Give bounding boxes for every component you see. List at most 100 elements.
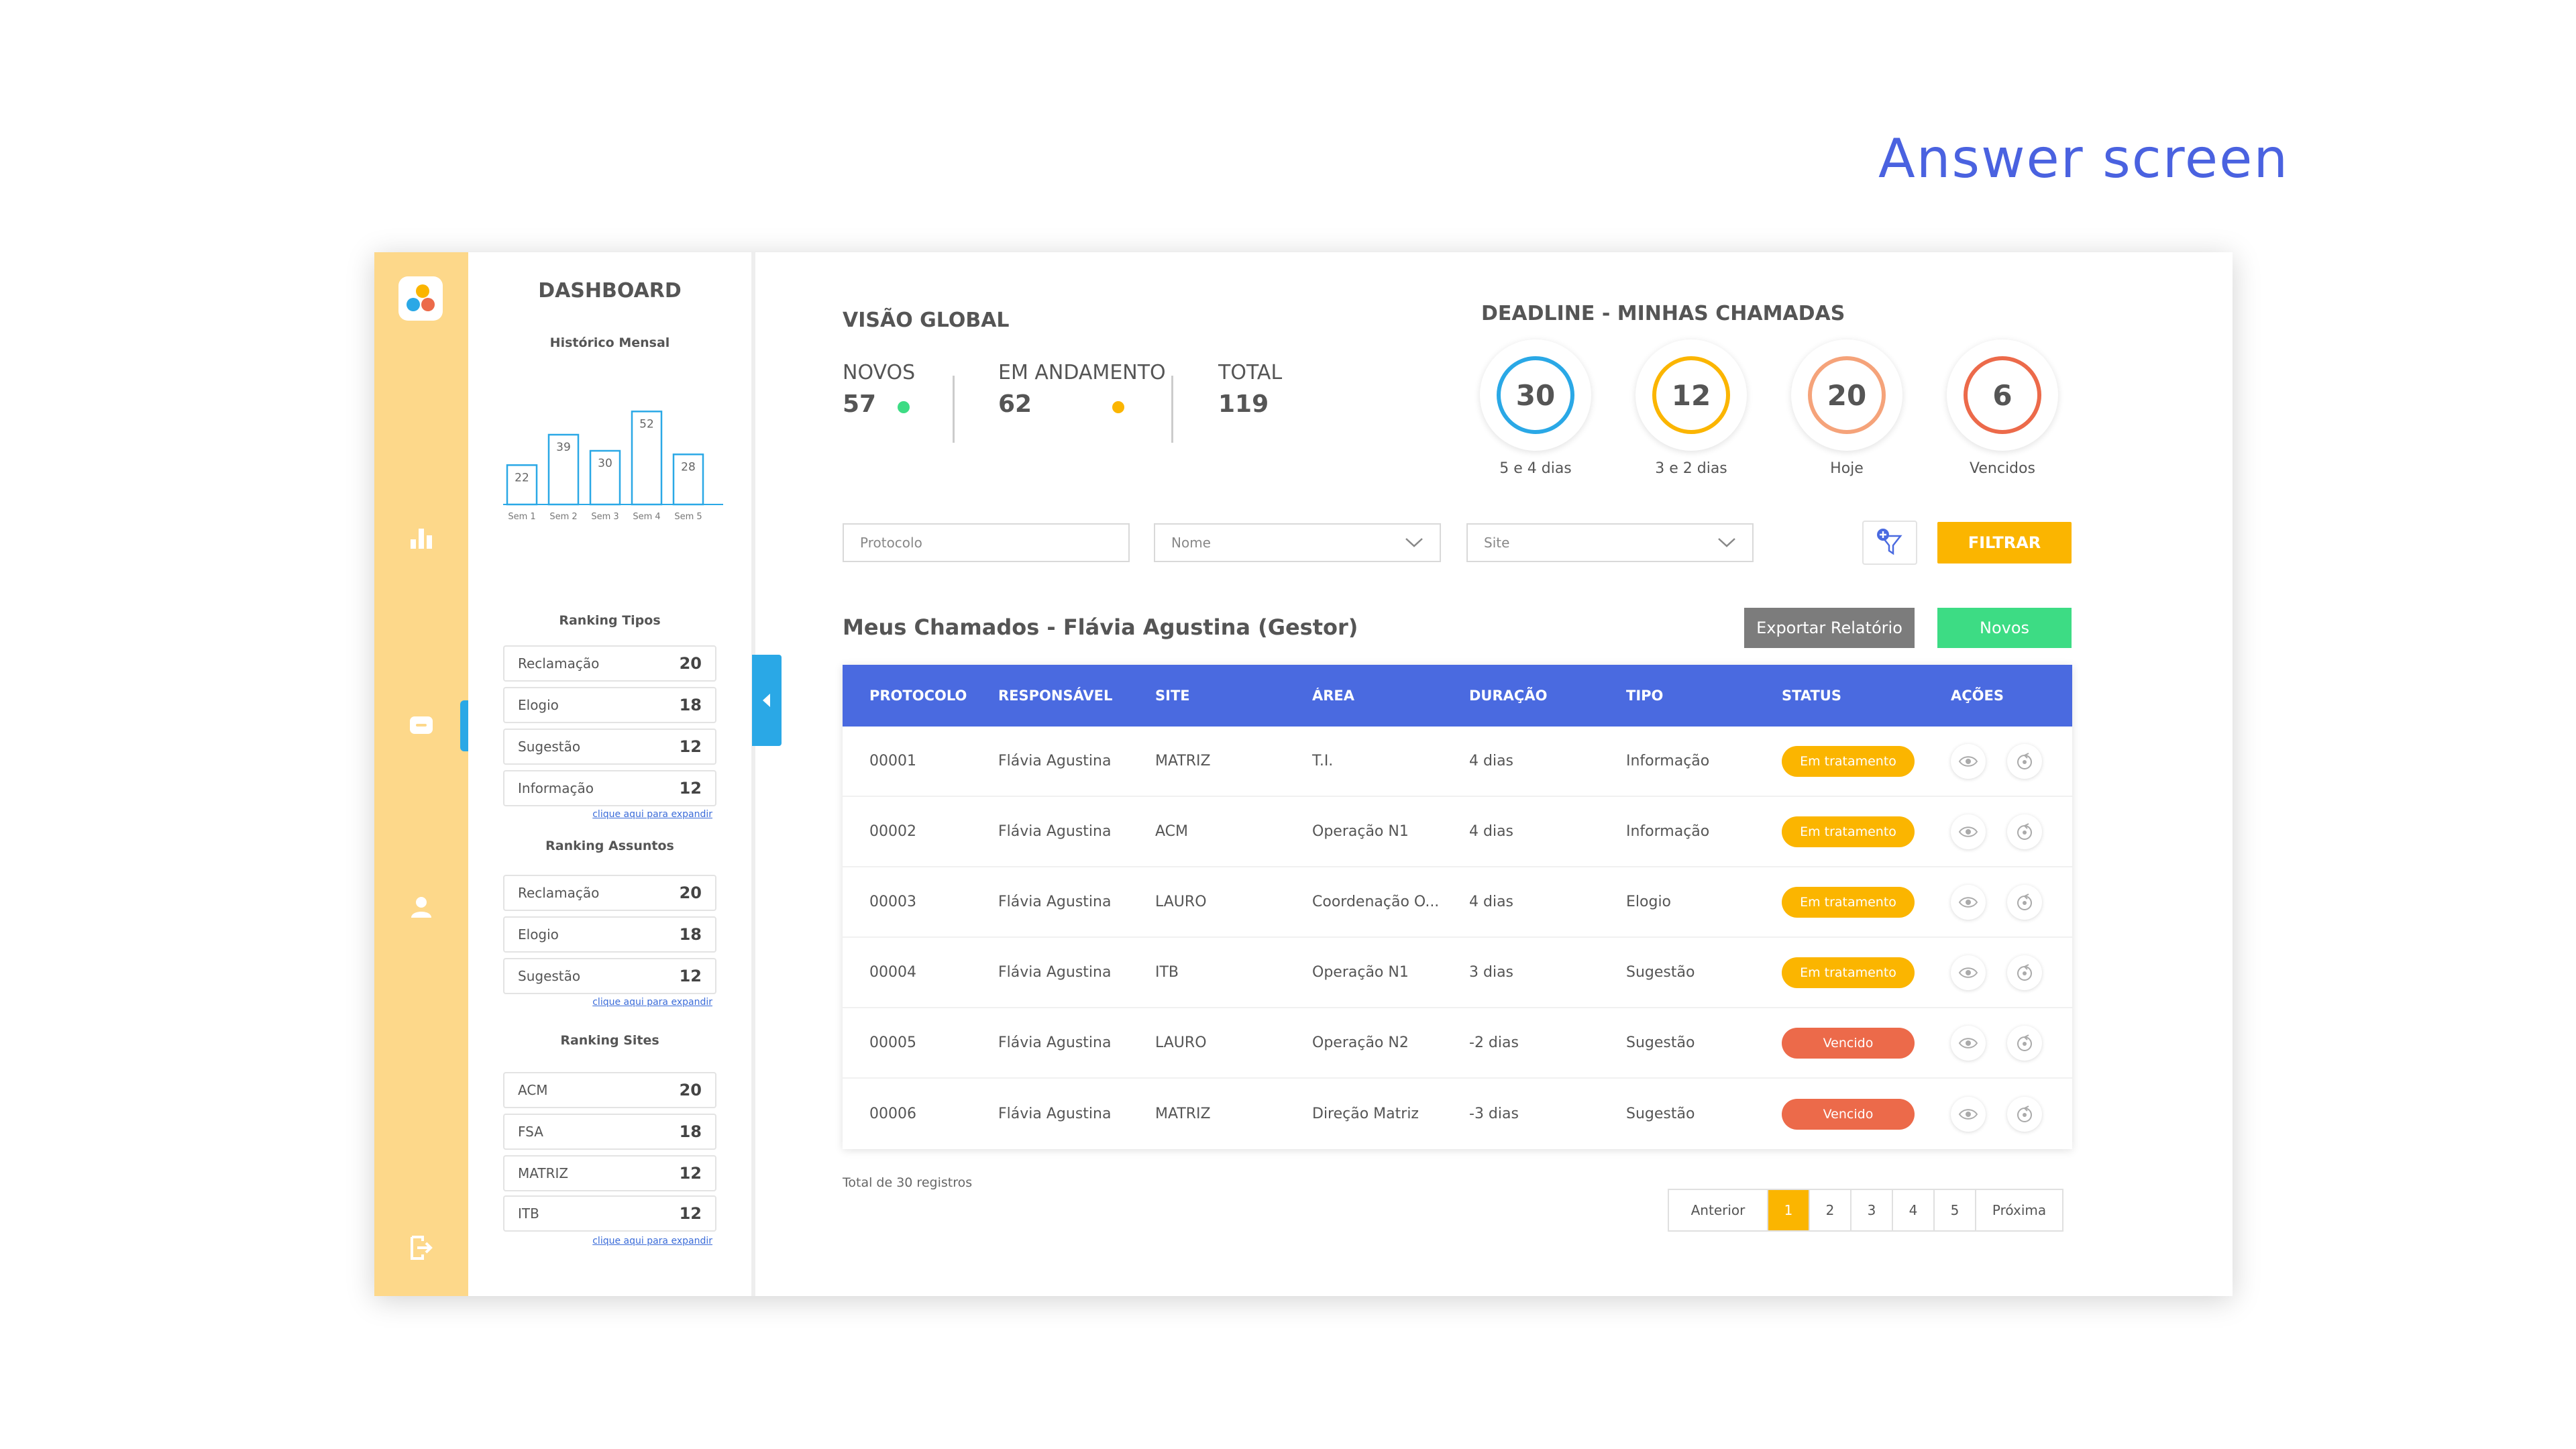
chart-bar[interactable] bbox=[631, 411, 663, 506]
cell-tipo: Informação bbox=[1626, 823, 1710, 840]
rank-item[interactable]: Reclamação 20 bbox=[503, 645, 716, 682]
table-row[interactable]: 00006 Flávia Agustina MATRIZ Direção Matriz… bbox=[843, 1079, 2072, 1149]
rank-label: Sugestão bbox=[518, 968, 581, 984]
cell-responsavel: Flávia Agustina bbox=[998, 753, 1112, 769]
site-select[interactable]: Site bbox=[1466, 523, 1754, 562]
view-icon[interactable] bbox=[1951, 743, 1986, 779]
cell-duracao: -3 dias bbox=[1469, 1106, 1519, 1122]
export-report-button[interactable]: Exportar Relatório bbox=[1744, 608, 1915, 648]
chart-data-label: 22 bbox=[515, 471, 529, 484]
stat-label: NOVOS bbox=[843, 361, 916, 384]
cell-tipo: Sugestão bbox=[1626, 1106, 1695, 1122]
cell-duracao: 3 dias bbox=[1469, 964, 1514, 981]
chevron-down-icon bbox=[1405, 538, 1423, 547]
rank-value: 12 bbox=[679, 737, 702, 756]
table-row[interactable]: 00005 Flávia Agustina LAURO Operação N2 -2 d… bbox=[843, 1008, 2072, 1079]
collapse-panel-button[interactable] bbox=[752, 655, 782, 746]
column-header[interactable]: PROTOCOLO bbox=[869, 688, 967, 704]
pagination-next[interactable]: Próxima bbox=[1992, 1202, 2047, 1218]
reply-icon[interactable] bbox=[2007, 743, 2042, 779]
chart-icon[interactable] bbox=[408, 525, 435, 551]
logout-icon[interactable] bbox=[408, 1234, 435, 1261]
cell-protocolo: 00004 bbox=[869, 964, 916, 981]
advanced-filter-button[interactable] bbox=[1862, 521, 1917, 565]
chart-tick-label: Sem 5 bbox=[674, 512, 702, 522]
table-row[interactable]: 00002 Flávia Agustina ACM Operação N1 4 dias… bbox=[843, 797, 2072, 867]
rank-value: 20 bbox=[679, 1081, 702, 1099]
user-icon[interactable] bbox=[408, 894, 435, 920]
reply-icon[interactable] bbox=[2007, 1025, 2042, 1061]
column-header[interactable]: SITE bbox=[1155, 688, 1190, 704]
rank-value: 18 bbox=[679, 696, 702, 714]
pagination: Anterior 1 2 3 4 5 Próxima bbox=[1668, 1189, 2063, 1232]
chart-bar[interactable] bbox=[547, 433, 580, 506]
column-header[interactable]: STATUS bbox=[1782, 688, 1841, 704]
view-icon[interactable] bbox=[1951, 1025, 1986, 1061]
expand-link[interactable]: clique aqui para expandir bbox=[592, 997, 712, 1008]
chat-icon[interactable] bbox=[408, 712, 435, 739]
expand-link[interactable]: clique aqui para expandir bbox=[592, 1236, 712, 1246]
rank-value: 12 bbox=[679, 1204, 702, 1223]
novos-button[interactable]: Novos bbox=[1937, 608, 2072, 648]
chart-data-label: 28 bbox=[681, 460, 696, 474]
cell-status: Em tratamento bbox=[1782, 745, 1951, 777]
chart-bar[interactable] bbox=[672, 453, 704, 506]
chart-data-label: 39 bbox=[556, 441, 571, 454]
table-row[interactable]: 00004 Flávia Agustina ITB Operação N1 3 dias… bbox=[843, 938, 2072, 1008]
total-records: Total de 30 registros bbox=[843, 1175, 973, 1190]
reply-icon[interactable] bbox=[2007, 814, 2042, 849]
column-header[interactable]: TIPO bbox=[1626, 688, 1664, 704]
deadline-circle[interactable]: 12 bbox=[1635, 339, 1747, 451]
deadline-circle[interactable]: 30 bbox=[1480, 339, 1591, 451]
rank-item[interactable]: Sugestão 12 bbox=[503, 729, 716, 765]
pagination-page[interactable]: 2 bbox=[1810, 1190, 1851, 1230]
cell-responsavel: Flávia Agustina bbox=[998, 1106, 1112, 1122]
rank-item[interactable]: ACM 20 bbox=[503, 1072, 716, 1108]
view-icon[interactable] bbox=[1951, 955, 1986, 990]
reply-icon[interactable] bbox=[2007, 1096, 2042, 1132]
chart-tick-label: Sem 3 bbox=[591, 512, 619, 522]
nome-select[interactable]: Nome bbox=[1154, 523, 1441, 562]
cell-tipo: Sugestão bbox=[1626, 1034, 1695, 1051]
pagination-page[interactable]: 5 bbox=[1935, 1190, 1976, 1230]
expand-link[interactable]: clique aqui para expandir bbox=[592, 809, 712, 820]
list-title: Meus Chamados - Flávia Agustina (Gestor) bbox=[843, 614, 1358, 640]
ranking-assuntos-title: Ranking Assuntos bbox=[545, 839, 674, 853]
view-icon[interactable] bbox=[1951, 814, 1986, 849]
table-row[interactable]: 00003 Flávia Agustina LAURO Coordenação O..… bbox=[843, 867, 2072, 938]
deadline-circle[interactable]: 20 bbox=[1791, 339, 1902, 451]
view-icon[interactable] bbox=[1951, 1096, 1986, 1132]
rank-item[interactable]: Reclamação 20 bbox=[503, 875, 716, 911]
protocolo-input[interactable]: Protocolo bbox=[843, 523, 1130, 562]
pagination-prev[interactable]: Anterior bbox=[1669, 1190, 1768, 1230]
stat-label: TOTAL bbox=[1218, 361, 1283, 384]
column-header[interactable]: RESPONSÁVEL bbox=[998, 688, 1113, 704]
rank-label: MATRIZ bbox=[518, 1165, 569, 1181]
cell-protocolo: 00005 bbox=[869, 1034, 916, 1051]
rank-item[interactable]: MATRIZ 12 bbox=[503, 1155, 716, 1191]
rank-item[interactable]: Elogio 18 bbox=[503, 687, 716, 723]
pagination-page[interactable]: 1 bbox=[1768, 1190, 1810, 1230]
rank-item[interactable]: FSA 18 bbox=[503, 1114, 716, 1150]
pagination-page[interactable]: 4 bbox=[1893, 1190, 1935, 1230]
cell-duracao: 4 dias bbox=[1469, 823, 1514, 840]
cell-status: Vencido bbox=[1782, 1027, 1951, 1059]
filtrar-button[interactable]: FILTRAR bbox=[1937, 522, 2072, 564]
chart-bar[interactable] bbox=[506, 464, 538, 506]
column-header[interactable]: DURAÇÃO bbox=[1469, 688, 1548, 704]
rank-item[interactable]: Informação 12 bbox=[503, 770, 716, 806]
rank-item[interactable]: Elogio 18 bbox=[503, 916, 716, 953]
view-icon[interactable] bbox=[1951, 884, 1986, 920]
reply-icon[interactable] bbox=[2007, 955, 2042, 990]
deadline-circle[interactable]: 6 bbox=[1947, 339, 2058, 451]
chart-bar[interactable] bbox=[589, 449, 621, 506]
app-logo[interactable] bbox=[398, 276, 443, 321]
column-header[interactable]: ÁREA bbox=[1312, 688, 1355, 704]
table-row[interactable]: 00001 Flávia Agustina MATRIZ T.I. 4 dias Info… bbox=[843, 727, 2072, 797]
rank-item[interactable]: ITB 12 bbox=[503, 1195, 716, 1232]
pagination-page[interactable]: 3 bbox=[1851, 1190, 1893, 1230]
rank-item[interactable]: Sugestão 12 bbox=[503, 958, 716, 994]
cell-responsavel: Flávia Agustina bbox=[998, 823, 1112, 840]
chevron-left-icon bbox=[763, 694, 770, 707]
reply-icon[interactable] bbox=[2007, 884, 2042, 920]
